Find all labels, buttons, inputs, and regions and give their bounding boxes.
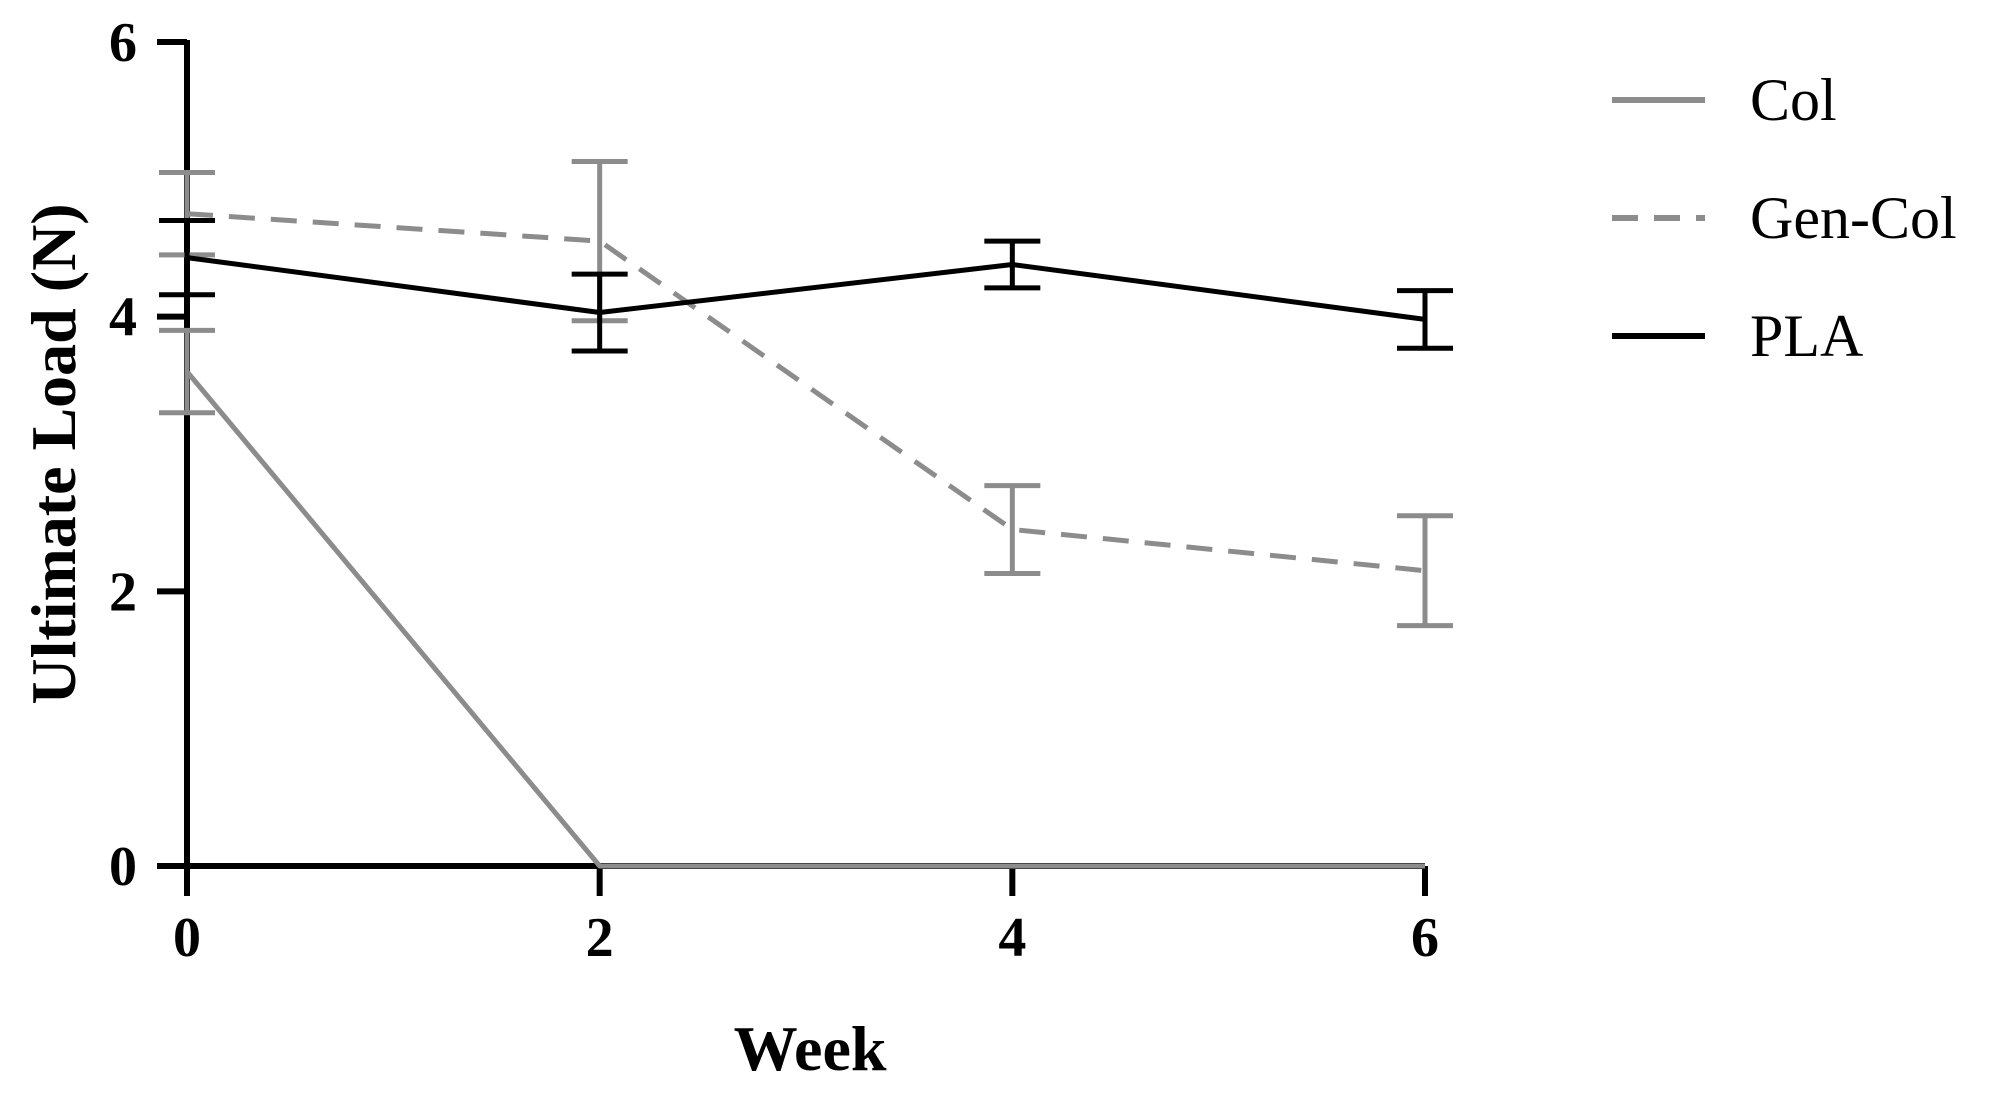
series-line-pla (186, 255, 1426, 322)
y-tick-label: 6 (109, 12, 137, 74)
legend-label: Gen-Col (1750, 185, 1957, 251)
y-tick-label: 2 (109, 561, 137, 623)
x-tick-label: 4 (998, 907, 1026, 969)
legend-label: PLA (1750, 303, 1863, 369)
legend-item-col: Col (1612, 67, 1837, 133)
error-bar (159, 327, 215, 416)
error-bar (1397, 288, 1453, 351)
legend-item-gen-col: Gen-Col (1612, 185, 1957, 251)
x-tick-label: 6 (1411, 907, 1439, 969)
y-tick-label: 0 (109, 836, 137, 898)
axes: 0 2 4 6 0 2 4 6 (109, 12, 1439, 969)
legend-item-pla: PLA (1612, 303, 1863, 369)
series-line-gen-col (186, 211, 1426, 574)
x-axis-title: Week (734, 1013, 887, 1084)
series-lines (185, 211, 1426, 869)
x-tick-label: 0 (173, 907, 201, 969)
error-bar (984, 483, 1041, 576)
y-axis-title: Ultimate Load (N) (18, 203, 89, 704)
error-bar (1397, 513, 1453, 629)
legend-label: Col (1750, 67, 1837, 133)
x-tick-label: 2 (586, 907, 614, 969)
y-tick-label: 4 (109, 287, 137, 349)
series-line-col (185, 369, 1425, 869)
error-bars (159, 158, 1453, 629)
legend: Col Gen-Col PLA (1612, 67, 1957, 369)
